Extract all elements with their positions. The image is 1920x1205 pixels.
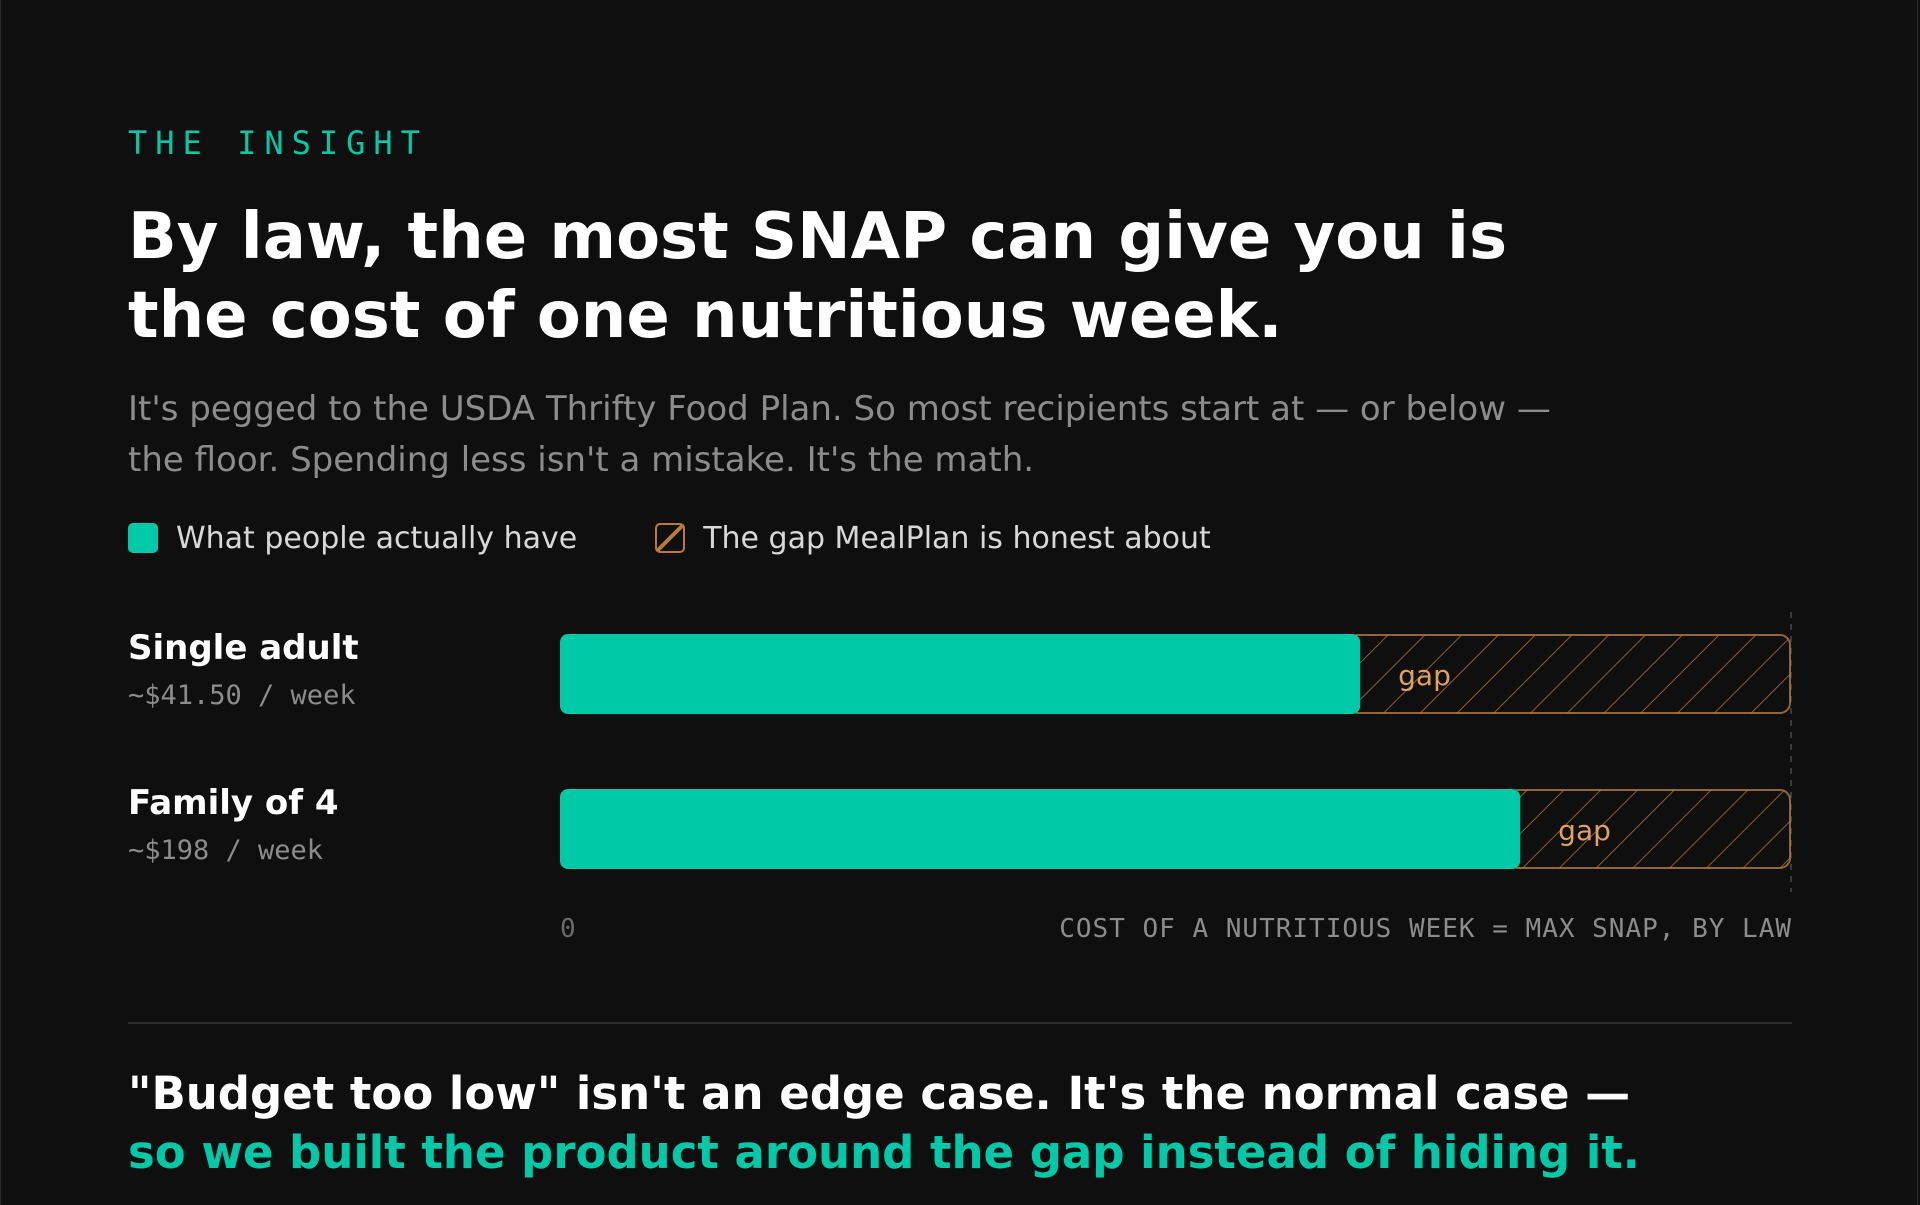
row-label-family-of-4: Family of 4 ~$198 / week xyxy=(128,783,339,867)
subtitle-line-2: the floor. Spending less isn't a mistake… xyxy=(128,440,1035,480)
headline-line-1: By law, the most SNAP can give you is xyxy=(128,200,1508,274)
headline-line-2: the cost of one nutritious week. xyxy=(128,279,1283,353)
category-value-label: ~$198 / week xyxy=(128,835,324,866)
axis-max-label: COST OF A NUTRITIOUS WEEK = MAX SNAP, BY… xyxy=(1059,914,1792,944)
takeaway: "Budget too low" isn't an edge case. It'… xyxy=(128,1064,1640,1182)
category-value-label: ~$41.50 / week xyxy=(128,680,356,711)
legend: What people actually have The gap MealPl… xyxy=(128,516,1211,560)
legend-label-gap: The gap MealPlan is honest about xyxy=(703,520,1211,556)
divider xyxy=(128,1022,1792,1024)
legend-label-have: What people actually have xyxy=(176,520,578,556)
axis-min-label: 0 xyxy=(560,914,576,944)
legend-item-gap: The gap MealPlan is honest about xyxy=(655,521,1211,556)
takeaway-line-1: "Budget too low" isn't an edge case. It'… xyxy=(128,1067,1631,1120)
legend-item-have: What people actually have xyxy=(128,521,577,556)
headline: By law, the most SNAP can give you is th… xyxy=(128,198,1688,356)
row-label-single-adult: Single adult ~$41.50 / week xyxy=(128,628,359,712)
legend-swatch-gap xyxy=(655,523,686,553)
takeaway-line-2: so we built the product around the gap i… xyxy=(128,1126,1640,1179)
subtitle-line-1: It's pegged to the USDA Thrifty Food Pla… xyxy=(128,389,1551,429)
category-label: Single adult xyxy=(128,628,359,668)
subtitle: It's pegged to the USDA Thrifty Food Pla… xyxy=(128,384,1728,486)
category-label: Family of 4 xyxy=(128,783,339,823)
legend-swatch-have xyxy=(128,523,158,553)
eyebrow: THE INSIGHT xyxy=(128,124,428,162)
